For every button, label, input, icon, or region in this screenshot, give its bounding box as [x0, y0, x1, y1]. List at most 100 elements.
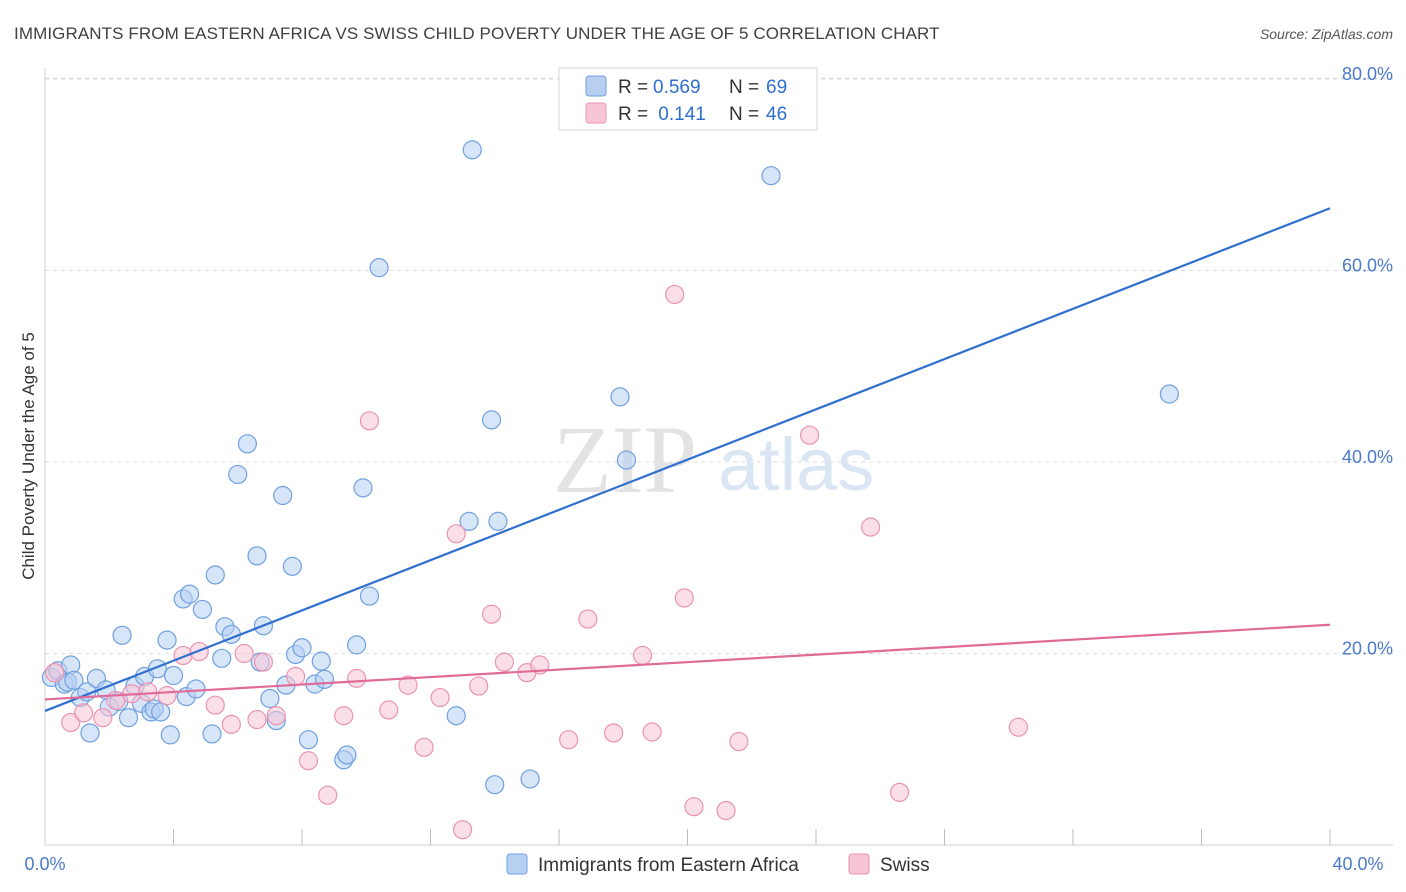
swiss-point-3 — [93, 708, 113, 728]
swiss-point-11 — [221, 714, 241, 734]
eastern-africa-point-22 — [157, 630, 177, 650]
eastern-africa-point-30 — [202, 724, 222, 744]
swiss-point-34 — [578, 609, 598, 629]
eastern-africa-point-66 — [761, 166, 781, 186]
swiss-point-23 — [398, 675, 418, 695]
watermark-atlas: atlas — [718, 423, 874, 506]
eastern-africa-point-54 — [353, 478, 373, 498]
bottom-legend-label-swiss: Swiss — [880, 855, 930, 876]
swiss-point-41 — [716, 800, 736, 821]
swiss-point-29 — [481, 604, 502, 624]
eastern-africa-point-57 — [446, 706, 466, 726]
swiss-point-2 — [73, 703, 94, 723]
swiss-point-39 — [674, 588, 694, 608]
legend-r-label-0: R = — [618, 77, 648, 98]
eastern-africa-point-65 — [616, 450, 637, 470]
swiss-point-7 — [157, 686, 177, 706]
trend-lines — [44, 207, 1331, 712]
swiss-point-18 — [318, 785, 338, 805]
eastern-africa-point-55 — [359, 586, 380, 606]
swiss-point-28 — [469, 676, 489, 696]
swiss-point-1 — [61, 712, 81, 733]
eastern-africa-point-27 — [179, 584, 200, 604]
swiss-point-45 — [889, 782, 910, 802]
swiss-point-17 — [298, 751, 319, 771]
y-tick-label-20: 20.0% — [1342, 639, 1393, 659]
eastern-africa-point-58 — [459, 511, 479, 531]
bottom-legend-label-eastern-africa: Immigrants from Eastern Africa — [538, 855, 799, 876]
swiss-point-0 — [45, 663, 65, 683]
swiss-point-14 — [253, 652, 274, 672]
eastern-africa-point-28 — [186, 679, 206, 699]
eastern-africa-point-64 — [610, 387, 630, 407]
eastern-africa-point-67 — [1159, 384, 1179, 404]
eastern-africa-point-60 — [481, 410, 502, 430]
swiss-point-30 — [494, 652, 514, 672]
eastern-africa-point-61 — [485, 775, 505, 795]
legend-r-label-1: R = — [618, 104, 648, 125]
swiss-point-35 — [604, 723, 624, 743]
eastern-africa-point-36 — [237, 434, 257, 454]
swiss-point-33 — [559, 730, 579, 750]
legend-r-value-0: 0.569 — [653, 77, 701, 98]
chart-source: Source: ZipAtlas.com — [1260, 26, 1393, 42]
eastern-africa-point-56 — [369, 258, 389, 278]
watermark: ZIP atlas — [553, 406, 874, 513]
legend-n-value-1: 46 — [766, 104, 787, 125]
eastern-africa-point-37 — [247, 546, 267, 566]
legend-swatch-swiss — [585, 102, 607, 124]
eastern-africa-point-31 — [205, 565, 225, 585]
gridlines — [45, 77, 1393, 654]
swiss-point-12 — [234, 643, 254, 664]
x-ticks — [173, 829, 1331, 845]
legend-n-label-1: N = — [729, 104, 759, 125]
eastern-africa-point-14 — [118, 708, 139, 728]
trend-line-swiss — [44, 623, 1331, 701]
bottom-legend: Immigrants from Eastern Africa Swiss — [506, 853, 930, 876]
eastern-africa-point-59 — [462, 140, 482, 160]
swiss-point-38 — [665, 284, 685, 305]
swiss-point-46 — [1008, 717, 1028, 737]
bottom-legend-swatch-eastern-africa — [506, 853, 528, 875]
swiss-point-24 — [414, 737, 434, 757]
eastern-africa-point-23 — [160, 725, 180, 745]
y-tick-label-80: 80.0% — [1342, 64, 1393, 84]
swiss-point-20 — [347, 668, 367, 688]
swiss-point-16 — [285, 666, 306, 687]
swiss-point-36 — [632, 645, 653, 666]
eastern-africa-point-50 — [314, 669, 335, 689]
series-swiss-points — [45, 284, 1028, 840]
eastern-africa-point-13 — [112, 625, 132, 645]
x-tick-label-max: 40.0% — [1332, 854, 1383, 874]
trend-line-eastern-africa — [44, 207, 1331, 712]
y-tick-label-60: 60.0% — [1342, 256, 1393, 276]
eastern-africa-point-44 — [282, 556, 302, 576]
swiss-point-15 — [266, 706, 286, 726]
eastern-africa-point-8 — [80, 723, 100, 743]
swiss-point-40 — [684, 797, 704, 817]
y-axis-label: Child Poverty Under the Age of 5 — [19, 332, 38, 580]
y-tick-labels: 20.0% 40.0% 60.0% 80.0% — [1342, 64, 1393, 659]
legend-n-value-0: 69 — [766, 77, 787, 98]
eastern-africa-point-24 — [163, 665, 184, 686]
eastern-africa-point-53 — [347, 635, 367, 655]
swiss-point-44 — [861, 517, 881, 537]
swiss-point-6 — [138, 682, 158, 702]
eastern-africa-point-42 — [273, 485, 293, 506]
x-tick-label-min: 0.0% — [24, 854, 65, 874]
swiss-point-19 — [334, 706, 354, 726]
legend-box: R = 0.569 N = 69 R = 0.141 N = 46 — [558, 67, 818, 131]
eastern-africa-point-35 — [228, 464, 248, 485]
swiss-point-42 — [729, 731, 749, 752]
swiss-point-25 — [430, 687, 450, 708]
swiss-point-22 — [379, 700, 399, 720]
eastern-africa-point-63 — [520, 769, 540, 789]
legend-r-value-1: 0.141 — [653, 104, 706, 125]
bottom-legend-swatch-swiss — [848, 853, 870, 875]
swiss-point-37 — [642, 722, 662, 742]
eastern-africa-point-5 — [64, 670, 84, 690]
eastern-africa-point-29 — [192, 599, 213, 620]
y-tick-label-40: 40.0% — [1342, 447, 1393, 467]
eastern-africa-point-62 — [488, 511, 508, 531]
